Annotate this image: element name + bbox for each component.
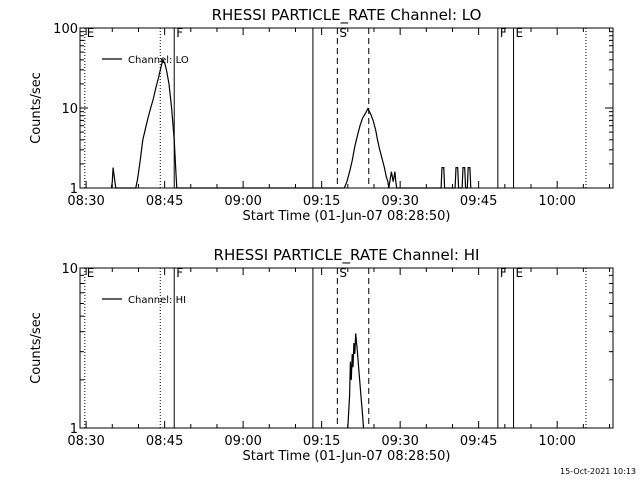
chart-title: RHESSI PARTICLE_RATE Channel: HI: [214, 246, 480, 265]
x-tick-label: 09:30: [381, 434, 418, 449]
event-marker-label: S: [339, 266, 347, 280]
y-tick-label: 100: [53, 22, 78, 37]
x-tick-label: 08:45: [146, 194, 183, 209]
x-tick-label: 09:00: [224, 434, 261, 449]
y-tick-label: 1: [70, 182, 78, 197]
event-marker-label: S: [339, 26, 347, 40]
legend-label: Channel: HI: [128, 295, 186, 306]
plot-frame: [79, 267, 614, 429]
legend-label: Channel: LO: [128, 55, 189, 66]
x-tick-label: 08:45: [146, 434, 183, 449]
x-tick-label: 10:00: [538, 194, 575, 209]
x-tick-label: 09:30: [381, 194, 418, 209]
y-axis-label: Counts/sec: [29, 72, 44, 144]
y-tick-label: 10: [61, 102, 78, 117]
y-tick-label: 1: [70, 422, 78, 437]
event-marker-label: F: [500, 26, 507, 40]
event-marker-label: F: [176, 26, 183, 40]
event-marker-label: F: [176, 266, 183, 280]
x-tick-label: 09:45: [460, 434, 497, 449]
x-tick-label: 10:00: [538, 434, 575, 449]
x-tick-label: 08:30: [67, 194, 104, 209]
chart-title: RHESSI PARTICLE_RATE Channel: LO: [212, 6, 482, 25]
event-marker-label: E: [516, 26, 524, 40]
series-line: [110, 58, 472, 189]
x-tick-label: 08:30: [67, 434, 104, 449]
event-marker-label: E: [516, 266, 524, 280]
x-axis-label: Start Time (01-Jun-07 08:28:50): [243, 209, 451, 224]
x-tick-label: 09:00: [224, 194, 261, 209]
x-tick-label: 09:45: [460, 194, 497, 209]
event-marker-label: E: [87, 266, 95, 280]
x-tick-label: 09:15: [303, 434, 340, 449]
y-tick-label: 10: [61, 262, 78, 277]
x-axis-label: Start Time (01-Jun-07 08:28:50): [243, 449, 451, 464]
event-marker-label: E: [87, 26, 95, 40]
x-tick-label: 09:15: [303, 194, 340, 209]
event-marker-label: F: [500, 266, 507, 280]
series-line: [347, 333, 365, 429]
y-axis-label: Counts/sec: [29, 312, 44, 384]
footer-date-stamp: 15-Oct-2021 10:13: [560, 467, 636, 476]
